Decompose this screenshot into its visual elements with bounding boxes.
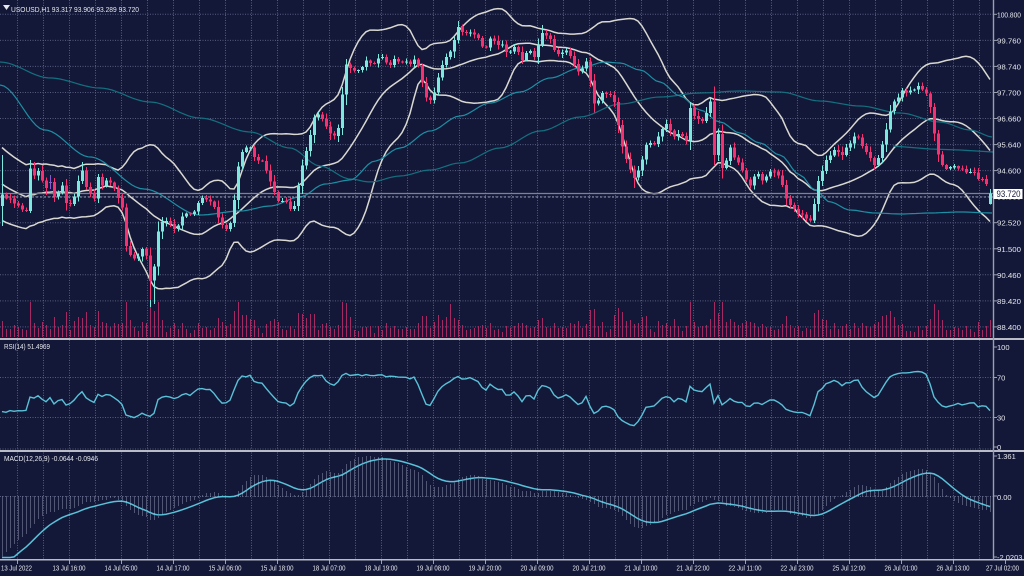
svg-text:18 Jul 19:00: 18 Jul 19:00: [365, 564, 398, 573]
svg-text:RSI(14) 51.4969: RSI(14) 51.4969: [4, 342, 50, 351]
svg-text:15 Jul 18:00: 15 Jul 18:00: [261, 564, 294, 573]
svg-text:13 Jul 16:00: 13 Jul 16:00: [53, 564, 86, 573]
svg-text:19 Jul 08:00: 19 Jul 08:00: [417, 564, 450, 573]
svg-text:19 Jul 20:00: 19 Jul 20:00: [469, 564, 502, 573]
svg-text:21 Jul 10:00: 21 Jul 10:00: [625, 564, 658, 573]
svg-text:MACD(12,26,9) -0.0644 -0.0946: MACD(12,26,9) -0.0644 -0.0946: [4, 454, 98, 463]
svg-text:13 Jul 2022: 13 Jul 2022: [1, 564, 32, 573]
svg-text:21 Jul 22:00: 21 Jul 22:00: [677, 564, 710, 573]
svg-text:14 Jul 17:00: 14 Jul 17:00: [157, 564, 190, 573]
svg-text:26 Jul 13:00: 26 Jul 13:00: [937, 564, 970, 573]
svg-text:88.400: 88.400: [997, 323, 1021, 332]
svg-text:22 Jul 23:00: 22 Jul 23:00: [781, 564, 814, 573]
svg-text:22 Jul 11:00: 22 Jul 11:00: [729, 564, 762, 573]
svg-text:90.460: 90.460: [997, 271, 1021, 280]
svg-text:100: 100: [997, 343, 1010, 352]
svg-text:97.700: 97.700: [997, 89, 1021, 98]
svg-text:95.640: 95.640: [997, 141, 1021, 150]
svg-text:15 Jul 06:00: 15 Jul 06:00: [209, 564, 242, 573]
svg-text:20 Jul 09:00: 20 Jul 09:00: [521, 564, 554, 573]
svg-text:26 Jul 01:00: 26 Jul 01:00: [885, 564, 918, 573]
svg-text:0.00: 0.00: [997, 493, 1012, 502]
svg-text:99.760: 99.760: [997, 36, 1021, 45]
svg-text:USOUSD,H1 93.317 93.906 93.28: USOUSD,H1 93.317 93.906 93.289 93.720: [11, 5, 139, 14]
svg-text:96.660: 96.660: [997, 115, 1021, 124]
svg-text:89.420: 89.420: [997, 297, 1021, 306]
svg-text:-2.0203: -2.0203: [997, 553, 1022, 562]
svg-text:100.800: 100.800: [997, 10, 1021, 19]
svg-text:14 Jul 05:00: 14 Jul 05:00: [105, 564, 138, 573]
svg-text:93.720: 93.720: [997, 189, 1021, 199]
svg-text:25 Jul 12:00: 25 Jul 12:00: [833, 564, 866, 573]
svg-text:98.740: 98.740: [997, 62, 1021, 71]
svg-text:20 Jul 21:00: 20 Jul 21:00: [573, 564, 606, 573]
svg-text:91.500: 91.500: [997, 245, 1021, 254]
svg-text:0: 0: [997, 443, 1001, 452]
svg-text:27 Jul 02:00: 27 Jul 02:00: [986, 564, 1019, 573]
svg-text:94.600: 94.600: [997, 167, 1021, 176]
svg-text:92.520: 92.520: [997, 219, 1021, 228]
svg-text:1.361: 1.361: [997, 452, 1016, 461]
svg-text:18 Jul 07:00: 18 Jul 07:00: [313, 564, 346, 573]
svg-text:30: 30: [997, 414, 1005, 423]
svg-text:70: 70: [997, 374, 1005, 383]
